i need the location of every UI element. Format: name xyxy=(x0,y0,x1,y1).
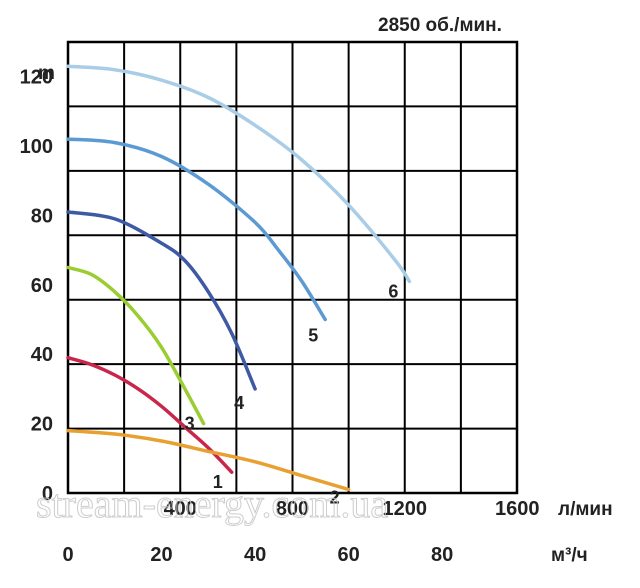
x-tick-labels-lmin: 400 800 1200 1600 xyxy=(164,498,540,520)
y-tick-label: 0 xyxy=(42,483,53,505)
y-tick-label: 20 xyxy=(31,414,53,436)
y-tick-label: 40 xyxy=(31,344,53,366)
x-axis-unit-lmin: л/мин xyxy=(558,499,613,520)
curves: 1 2 3 4 5 6 xyxy=(66,64,412,508)
series-label-4: 4 xyxy=(234,393,244,413)
series-label-6: 6 xyxy=(388,281,398,301)
y-tick-label: 80 xyxy=(31,205,53,227)
watermark: stream-energy.com.ua xyxy=(36,481,388,526)
y-axis-label: m xyxy=(38,63,55,84)
series-line-6 xyxy=(66,64,412,284)
series-label-1: 1 xyxy=(213,472,223,492)
series-line-2 xyxy=(66,428,351,492)
y-tick-label: 60 xyxy=(31,275,53,297)
x-tick-label-m3h: 0 xyxy=(62,544,73,566)
x-axis-unit-m3h: м³/ч xyxy=(551,545,588,566)
grid xyxy=(66,40,519,495)
chart-title: 2850 об./мин. xyxy=(378,15,502,36)
series-line-1 xyxy=(66,355,234,474)
series-label-3: 3 xyxy=(185,414,195,434)
series-label-2: 2 xyxy=(330,488,340,508)
y-tick-label: 100 xyxy=(20,136,53,158)
y-tick-label: 120 xyxy=(20,67,53,89)
x-tick-label-lmin: 1600 xyxy=(495,498,540,520)
x-tick-label-lmin: 800 xyxy=(276,498,309,520)
x-tick-label-m3h: 60 xyxy=(338,544,360,566)
x-tick-label-lmin: 400 xyxy=(164,498,197,520)
series-line-4 xyxy=(66,210,257,391)
x-tick-label-lmin: 1200 xyxy=(383,498,428,520)
x-tick-label-m3h: 20 xyxy=(150,544,172,566)
series-label-5: 5 xyxy=(308,326,318,346)
x-tick-labels-m3h: 0 20 40 60 80 xyxy=(62,544,453,566)
series-line-3 xyxy=(66,265,206,426)
x-tick-label-m3h: 80 xyxy=(431,544,453,566)
y-tick-labels: 0 20 40 60 80 100 120 xyxy=(20,67,53,505)
x-tick-label-m3h: 40 xyxy=(244,544,266,566)
series-line-5 xyxy=(66,137,327,322)
